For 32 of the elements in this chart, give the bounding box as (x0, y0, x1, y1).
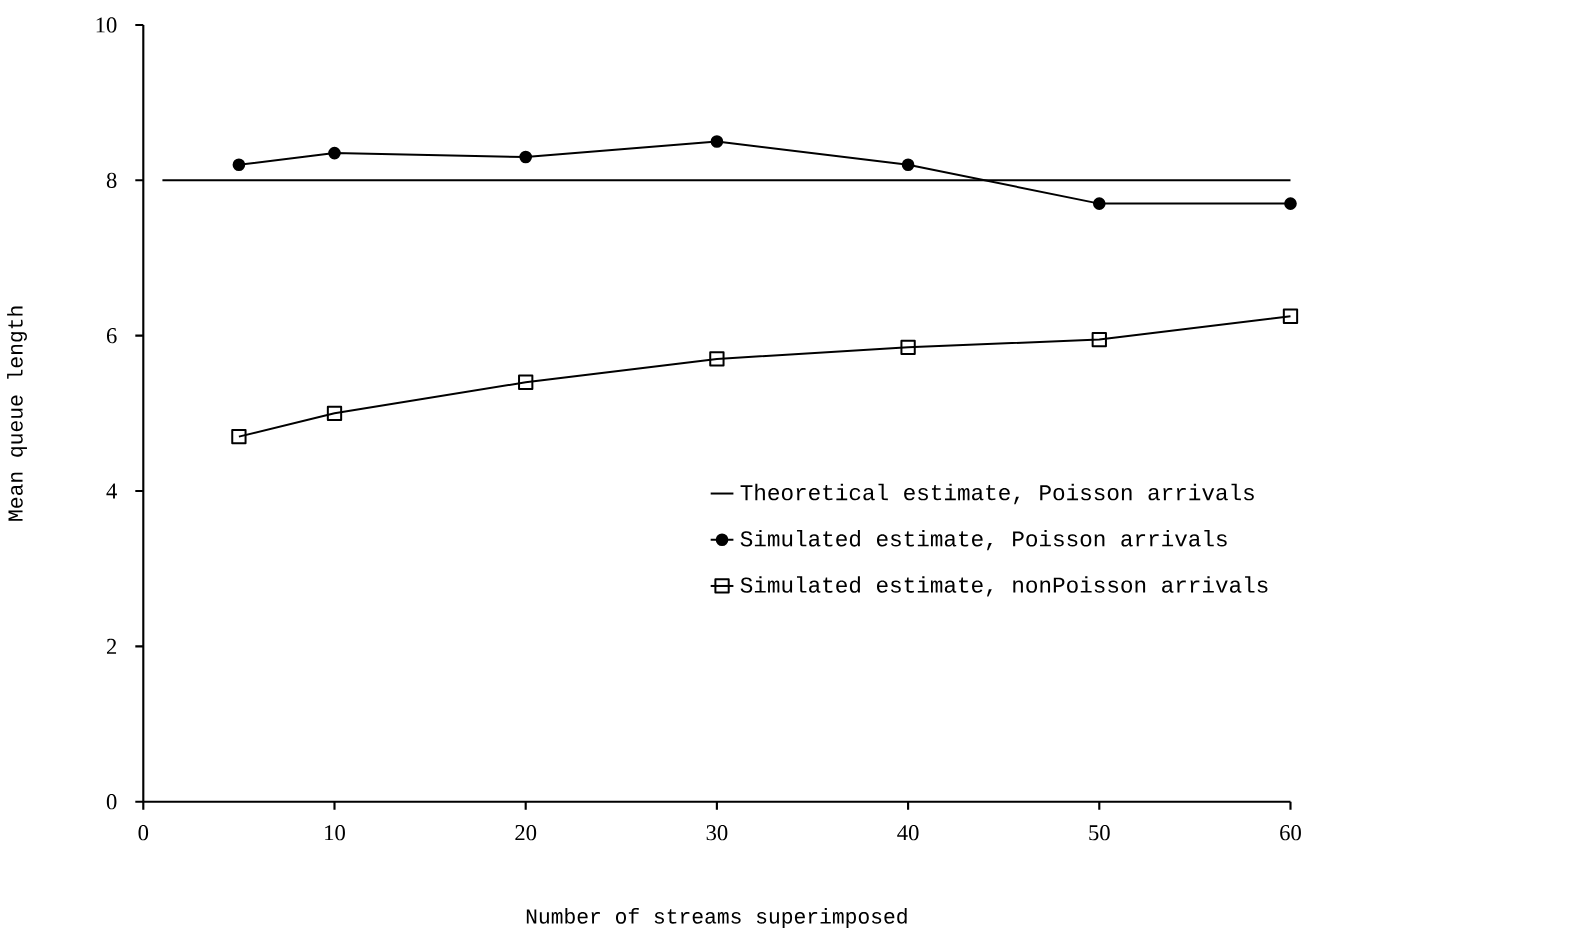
y-tick-label: 4 (106, 483, 117, 499)
y-tick-label: 8 (106, 172, 117, 188)
point (710, 134, 724, 148)
x-axis-title: Number of streams superimposed (526, 907, 907, 928)
legend-label: Theoretical estimate, Poisson arrivals (740, 483, 1254, 504)
point (901, 158, 915, 171)
legend-label: Simulated estimate, Poisson arrivals (740, 529, 1227, 551)
point (519, 150, 533, 164)
point (1282, 308, 1299, 324)
point (1091, 331, 1107, 347)
point (518, 374, 534, 390)
x-tick-label: 10 (325, 824, 345, 841)
point (326, 405, 343, 421)
y-tick-label: 2 (106, 638, 117, 654)
point (900, 339, 916, 355)
x-tick-label: 40 (897, 824, 919, 841)
y-tick-label: 0 (106, 793, 117, 810)
point (709, 351, 725, 367)
y-tick-label: 10 (96, 17, 117, 33)
x-tick-label: 20 (515, 824, 537, 841)
x-tick-label: 50 (1089, 824, 1110, 841)
x-tick-label: 0 (138, 824, 149, 841)
legend-label: Simulated estimate, nonPoisson arrivals (740, 575, 1268, 597)
y-axis-title: Mean queue length (7, 306, 27, 521)
point (1092, 197, 1106, 210)
point (328, 146, 341, 160)
point (1284, 197, 1297, 210)
point (232, 158, 246, 171)
x-tick-label: 60 (1280, 824, 1301, 841)
y-tick-label: 6 (106, 327, 117, 344)
point (231, 428, 247, 445)
x-tick-label: 30 (706, 824, 728, 841)
